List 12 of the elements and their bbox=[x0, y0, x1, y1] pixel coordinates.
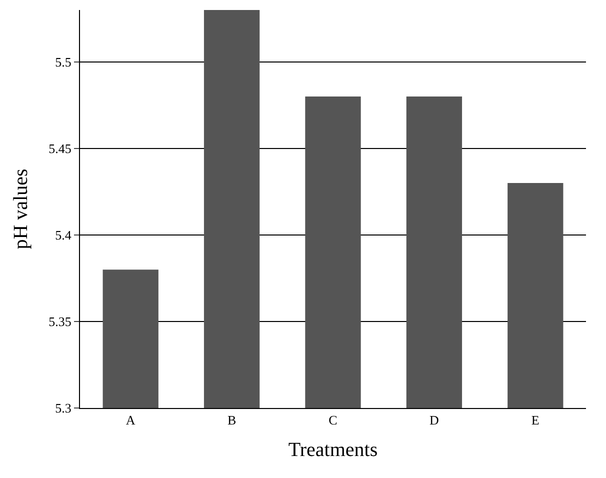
y-tick-label: 5.3 bbox=[55, 400, 72, 416]
x-tick-label: C bbox=[328, 412, 338, 428]
x-axis-title: Treatments bbox=[288, 439, 378, 462]
y-tick-label: 5.5 bbox=[55, 54, 72, 70]
x-tick-label: E bbox=[531, 412, 540, 428]
x-tick-label: B bbox=[227, 412, 236, 428]
y-tick-label: 5.35 bbox=[48, 314, 72, 330]
y-axis-title: pH values bbox=[10, 168, 32, 250]
x-tick-label: A bbox=[126, 412, 136, 428]
x-tick-label: D bbox=[430, 412, 439, 428]
y-tick-label: 5.4 bbox=[55, 228, 72, 243]
y-tick-label: 5.45 bbox=[48, 140, 72, 156]
